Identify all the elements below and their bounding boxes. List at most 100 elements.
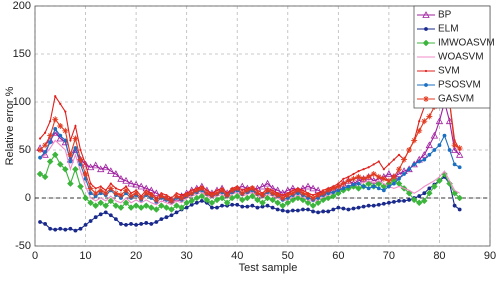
marker [41, 173, 49, 181]
marker [183, 199, 191, 207]
marker [265, 203, 270, 208]
marker [346, 184, 351, 189]
marker [164, 215, 169, 220]
marker [310, 195, 317, 201]
y-tick-label: 0 [25, 192, 31, 204]
marker [386, 184, 391, 189]
x-tick-label: 60 [332, 250, 344, 262]
legend-label: IMWOASVM [438, 38, 495, 49]
marker [63, 138, 68, 143]
marker [279, 202, 287, 210]
marker [82, 171, 89, 177]
marker [392, 158, 396, 161]
marker [149, 222, 154, 226]
marker [77, 183, 84, 190]
marker [254, 196, 261, 204]
marker [174, 210, 179, 215]
marker [264, 194, 271, 202]
marker [56, 161, 64, 168]
marker [309, 202, 317, 210]
marker [250, 203, 255, 208]
marker [289, 190, 296, 197]
marker [259, 192, 266, 199]
marker [361, 204, 366, 209]
marker [169, 213, 174, 218]
marker [44, 131, 47, 134]
marker [330, 185, 337, 192]
marker [356, 181, 361, 186]
marker [112, 202, 120, 210]
marker [321, 209, 326, 214]
marker [306, 207, 310, 212]
marker [57, 123, 64, 129]
marker [336, 188, 341, 193]
marker [304, 182, 312, 190]
marker [163, 195, 170, 201]
x-tick-label: 40 [231, 250, 243, 262]
marker [153, 196, 160, 203]
marker [72, 135, 79, 142]
marker [147, 204, 155, 211]
marker [239, 190, 246, 197]
marker [295, 208, 300, 213]
marker [108, 213, 113, 218]
marker [67, 180, 74, 187]
marker [367, 166, 370, 169]
plot-frame [34, 5, 491, 247]
marker [457, 207, 462, 212]
x-tick-label: 0 [32, 250, 38, 262]
marker [342, 177, 345, 180]
marker [127, 204, 135, 211]
marker [144, 221, 149, 225]
y-tick-label: 200 [13, 0, 31, 12]
marker [392, 199, 396, 204]
marker [382, 168, 385, 171]
marker [238, 196, 246, 204]
marker [158, 202, 165, 210]
marker [102, 202, 110, 210]
marker [316, 210, 321, 215]
marker [415, 199, 423, 207]
marker [274, 199, 282, 207]
marker [437, 143, 442, 148]
marker [198, 185, 205, 192]
marker [168, 197, 175, 204]
marker [113, 217, 118, 222]
marker [249, 192, 256, 200]
marker [48, 140, 53, 145]
marker [198, 192, 206, 200]
marker [376, 202, 381, 207]
marker [178, 204, 185, 211]
marker [417, 194, 422, 198]
marker [416, 127, 423, 134]
marker [86, 163, 95, 171]
marker [345, 177, 352, 184]
marker [397, 198, 401, 203]
marker [168, 206, 175, 213]
marker [63, 227, 68, 232]
marker [361, 184, 366, 189]
marker [347, 175, 350, 178]
marker [163, 204, 170, 211]
marker [352, 172, 355, 176]
marker [422, 157, 427, 162]
legend-label: ELM [438, 24, 459, 35]
marker [450, 146, 459, 153]
marker [89, 182, 92, 185]
marker [244, 187, 251, 194]
marker [407, 198, 412, 202]
marker [274, 192, 281, 199]
marker [36, 170, 44, 178]
marker [229, 187, 236, 194]
marker [56, 134, 64, 142]
marker [329, 192, 337, 200]
marker [299, 190, 306, 197]
legend: BP ELM IMWOASVM WOASVM SVM PSOSVM GASVM [413, 5, 495, 109]
marker [285, 209, 290, 214]
marker [346, 207, 351, 212]
marker [245, 204, 250, 209]
marker [425, 141, 434, 149]
marker [422, 11, 430, 18]
marker [351, 206, 356, 211]
